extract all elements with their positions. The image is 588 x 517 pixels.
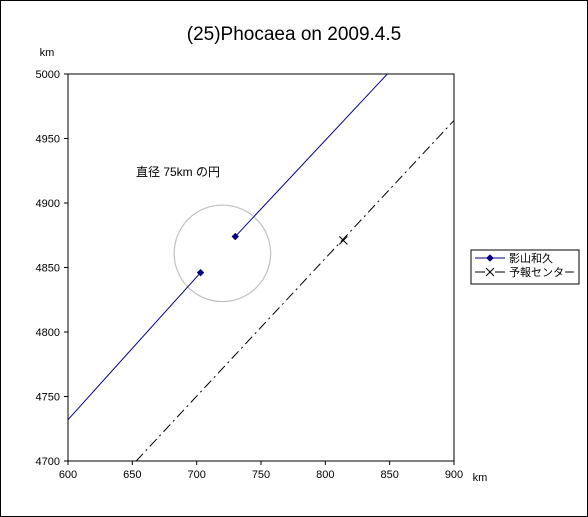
y-axis-unit: km (40, 47, 55, 59)
x-tick-label: 800 (316, 469, 334, 481)
y-tick-label: 4850 (36, 263, 60, 275)
x-tick-label: 650 (123, 469, 141, 481)
y-tick-label: 4750 (36, 392, 60, 404)
series-1 (68, 74, 389, 421)
plot-area (67, 73, 455, 462)
chart-title: (25)Phocaea on 2009.4.5 (187, 24, 401, 45)
x-axis-ticks: 600 650 700 750 800 850 900 (59, 461, 463, 481)
legend-label: 予報センター (509, 266, 575, 279)
x-tick-label: 750 (252, 469, 270, 481)
data-point (338, 236, 348, 245)
series-line (68, 272, 201, 421)
y-tick-label: 4950 (36, 134, 60, 146)
legend-label: 影山和久 (509, 252, 553, 265)
series-layer (68, 74, 454, 461)
x-axis-unit: km (473, 472, 488, 484)
legend-marker (485, 267, 495, 277)
y-tick-label: 4900 (36, 198, 60, 210)
series-line (135, 120, 454, 461)
circle-annotation: 直径 75km の円 (136, 165, 220, 179)
y-axis-ticks: 4700 4750 4800 4850 4900 4950 5000 (36, 69, 68, 468)
data-point (231, 232, 239, 241)
x-tick-label: 850 (380, 469, 398, 481)
y-tick-label: 5000 (36, 69, 60, 81)
series-line (234, 74, 389, 237)
x-tick-label: 600 (59, 469, 77, 481)
y-tick-label: 4800 (36, 327, 60, 339)
data-point (196, 268, 205, 277)
series-2 (135, 120, 454, 461)
x-tick-label: 900 (445, 469, 463, 481)
legend-marker (486, 254, 494, 262)
x-tick-label: 700 (187, 469, 205, 481)
diameter-circle (173, 204, 272, 303)
y-tick-label: 4700 (36, 456, 60, 468)
